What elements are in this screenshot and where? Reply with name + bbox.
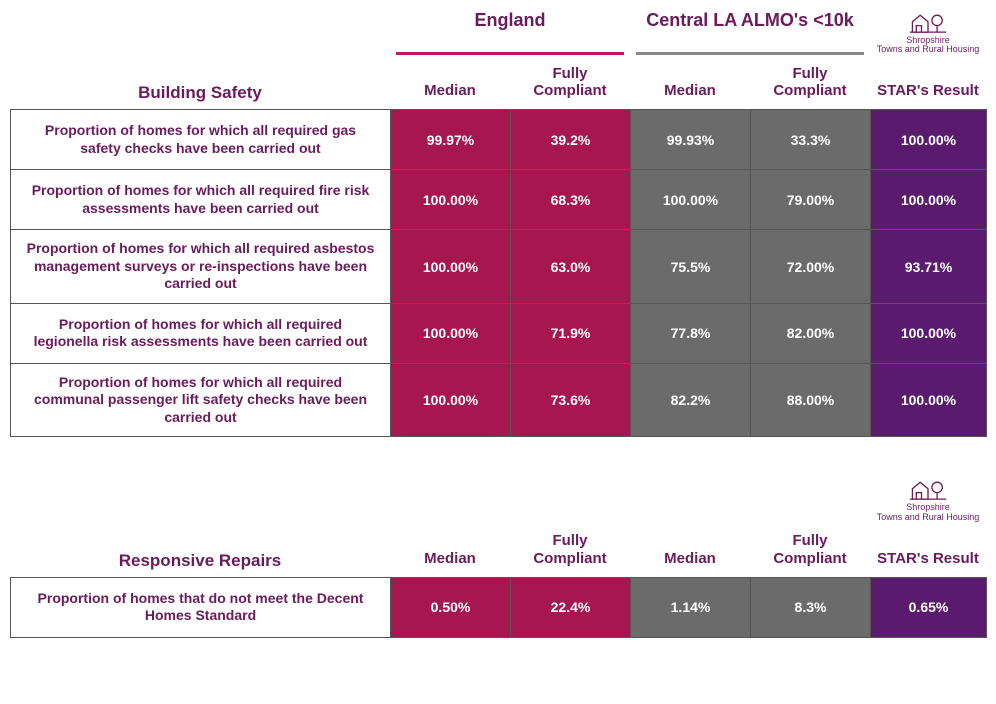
cell-almo-median: 1.14% [631, 577, 751, 637]
cell-star: 100.00% [871, 170, 987, 230]
cell-star: 0.65% [871, 577, 987, 637]
row-label: Proportion of homes for which all requir… [11, 170, 391, 230]
house-tree-icon [908, 10, 948, 36]
star-logo: Shropshire Towns and Rural Housing [870, 10, 986, 55]
col-head-almo-median: Median [630, 76, 750, 109]
cell-eng-median: 99.97% [391, 110, 511, 170]
cell-eng-fc: 63.0% [511, 230, 631, 304]
logo-text-2: Towns and Rural Housing [877, 45, 980, 54]
cell-almo-fc: 88.00% [751, 363, 871, 437]
cell-almo-fc: 79.00% [751, 170, 871, 230]
cell-almo-median: 77.8% [631, 303, 751, 363]
building-safety-table: Proportion of homes for which all requir… [10, 109, 987, 437]
cell-almo-median: 100.00% [631, 170, 751, 230]
col-head-almo-fc: Fully Compliant [750, 59, 870, 110]
row-label: Proportion of homes for which all requir… [11, 303, 391, 363]
cell-almo-median: 99.93% [631, 110, 751, 170]
table-row: Proportion of homes for which all requir… [11, 230, 987, 304]
col-head-eng-median: Median [390, 76, 510, 109]
cell-eng-median: 100.00% [391, 230, 511, 304]
table-row: Proportion of homes for which all requir… [11, 110, 987, 170]
cell-eng-fc: 71.9% [511, 303, 631, 363]
col-head-eng-fc: Fully Compliant [510, 59, 630, 110]
cell-star: 100.00% [871, 303, 987, 363]
logo-text-2b: Towns and Rural Housing [877, 513, 980, 522]
col-head-eng-median-2: Median [390, 544, 510, 577]
cell-star: 93.71% [871, 230, 987, 304]
cell-star: 100.00% [871, 110, 987, 170]
cell-eng-median: 100.00% [391, 303, 511, 363]
cell-star: 100.00% [871, 363, 987, 437]
section-title-responsive-repairs: Responsive Repairs [10, 545, 390, 577]
table-row: Proportion of homes for which all requir… [11, 303, 987, 363]
table-row: Proportion of homes for which all requir… [11, 170, 987, 230]
cell-eng-median: 0.50% [391, 577, 511, 637]
cell-eng-fc: 73.6% [511, 363, 631, 437]
row-label: Proportion of homes that do not meet the… [11, 577, 391, 637]
cell-almo-fc: 72.00% [751, 230, 871, 304]
col-head-almo-fc-2: Fully Compliant [750, 526, 870, 577]
cell-almo-fc: 82.00% [751, 303, 871, 363]
cell-almo-median: 82.2% [631, 363, 751, 437]
column-headers-row-1: Building Safety Median Fully Compliant M… [10, 59, 986, 110]
responsive-repairs-table: Proportion of homes that do not meet the… [10, 577, 987, 638]
row-label: Proportion of homes for which all requir… [11, 110, 391, 170]
col-head-star-2: STAR's Result [870, 544, 986, 577]
col-head-star: STAR's Result [870, 76, 986, 109]
cell-eng-median: 100.00% [391, 363, 511, 437]
col-head-almo-median-2: Median [630, 544, 750, 577]
cell-almo-median: 75.5% [631, 230, 751, 304]
section-title-building-safety: Building Safety [10, 77, 390, 109]
england-group-header: England [396, 10, 624, 55]
table-row: Proportion of homes for which all requir… [11, 363, 987, 437]
cell-eng-median: 100.00% [391, 170, 511, 230]
column-headers-row-2: Responsive Repairs Median Fully Complian… [10, 526, 986, 577]
group-header-row-2: Shropshire Towns and Rural Housing [10, 477, 986, 522]
cell-eng-fc: 22.4% [511, 577, 631, 637]
cell-almo-fc: 8.3% [751, 577, 871, 637]
row-label: Proportion of homes for which all requir… [11, 230, 391, 304]
table-row: Proportion of homes that do not meet the… [11, 577, 987, 637]
cell-eng-fc: 68.3% [511, 170, 631, 230]
group-header-row-1: England Central LA ALMO's <10k Shropshir… [10, 10, 986, 55]
cell-almo-fc: 33.3% [751, 110, 871, 170]
cell-eng-fc: 39.2% [511, 110, 631, 170]
col-head-eng-fc-2: Fully Compliant [510, 526, 630, 577]
star-logo-2: Shropshire Towns and Rural Housing [870, 477, 986, 522]
almo-group-header: Central LA ALMO's <10k [636, 10, 864, 55]
house-tree-icon [908, 477, 948, 503]
row-label: Proportion of homes for which all requir… [11, 363, 391, 437]
